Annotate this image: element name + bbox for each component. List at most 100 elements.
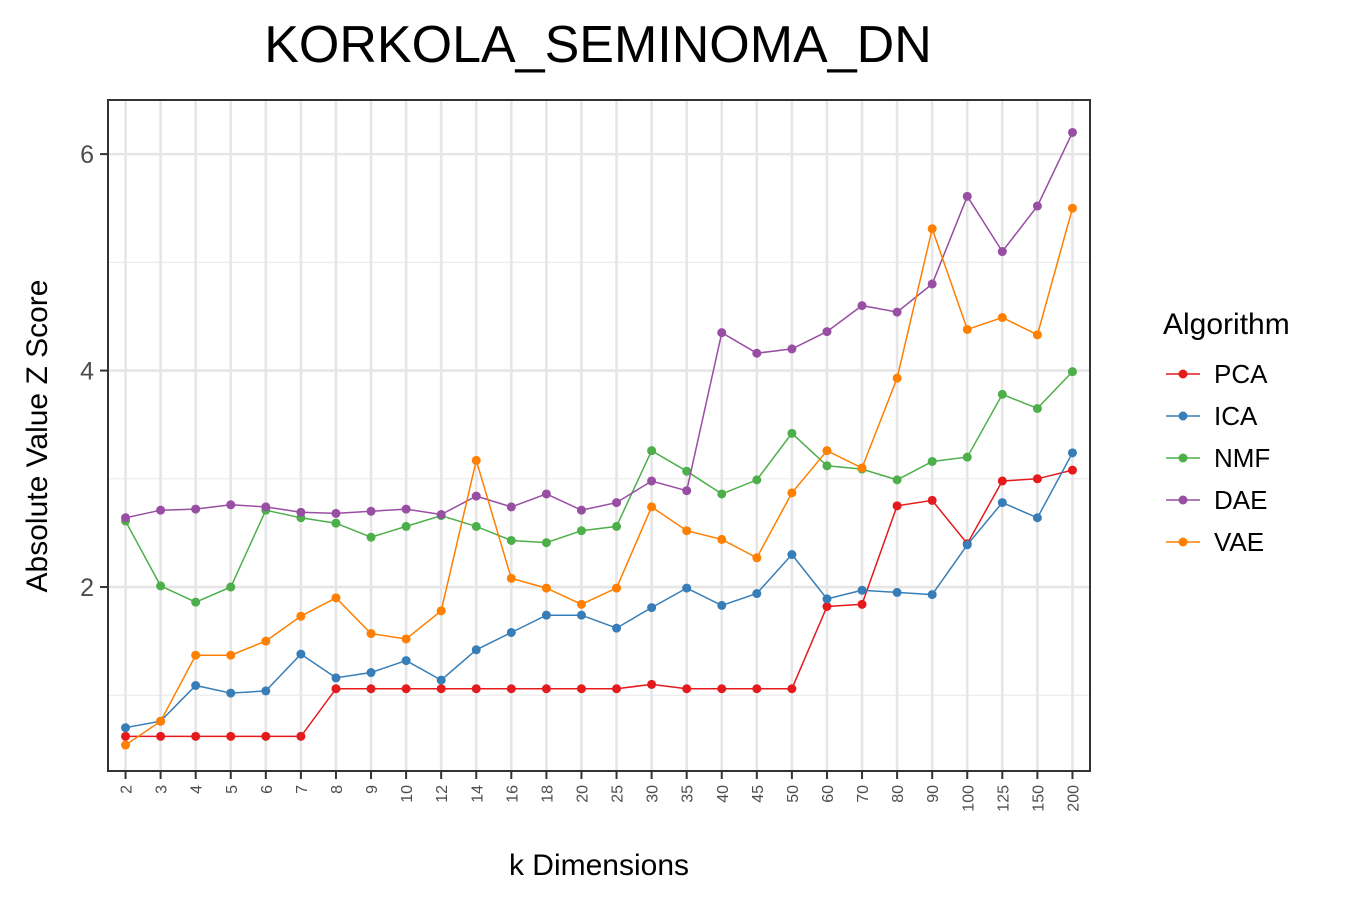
data-point-vae (962, 324, 972, 334)
data-point-ica (541, 610, 551, 620)
data-point-pca (822, 601, 832, 611)
data-point-vae (892, 373, 902, 383)
x-tick-label: 40 (715, 785, 732, 803)
data-point-ica (191, 681, 201, 691)
x-tick-label: 7 (294, 785, 311, 794)
data-point-dae (191, 504, 201, 514)
data-point-dae (471, 491, 481, 501)
x-tick-label: 200 (1065, 785, 1082, 812)
data-point-pca (612, 684, 622, 694)
data-point-vae (401, 634, 411, 644)
legend-key-point (1178, 537, 1188, 547)
data-point-dae (822, 327, 832, 337)
data-point-pca (647, 679, 657, 689)
data-point-pca (1067, 465, 1077, 475)
data-point-pca (717, 684, 727, 694)
data-point-pca (787, 684, 797, 694)
legend-label: PCA (1214, 359, 1268, 389)
data-point-vae (261, 636, 271, 646)
data-point-dae (892, 307, 902, 317)
x-tick-label: 3 (154, 785, 171, 794)
data-point-dae (752, 348, 762, 358)
grid-layer (108, 100, 1090, 771)
data-point-ica (682, 583, 692, 593)
data-point-dae (1032, 201, 1042, 211)
data-point-vae (121, 740, 131, 750)
data-point-nmf (506, 535, 516, 545)
legend-key-point (1178, 453, 1188, 463)
data-point-nmf (787, 428, 797, 438)
x-tick-label: 25 (610, 785, 627, 803)
y-tick-label: 6 (80, 141, 94, 169)
plot-border (107, 99, 1091, 772)
data-point-vae (1032, 330, 1042, 340)
data-point-nmf (156, 581, 166, 591)
data-point-ica (647, 603, 657, 613)
data-point-pca (436, 684, 446, 694)
x-tick-label: 80 (890, 785, 907, 803)
data-point-vae (752, 553, 762, 563)
data-point-dae (331, 508, 341, 518)
data-point-dae (156, 505, 166, 515)
data-point-nmf (927, 456, 937, 466)
data-point-pca (296, 731, 306, 741)
data-point-vae (366, 629, 376, 639)
data-point-dae (787, 344, 797, 354)
data-point-ica (226, 688, 236, 698)
series-line-nmf (124, 371, 1074, 604)
x-tick-label: 100 (960, 785, 977, 812)
legend-key-point (1178, 495, 1188, 505)
data-point-vae (471, 455, 481, 465)
data-point-vae (927, 224, 937, 234)
data-point-pca (226, 731, 236, 741)
data-point-ica (261, 686, 271, 696)
data-point-pca (541, 684, 551, 694)
legend-label: ICA (1214, 401, 1258, 431)
data-point-dae (612, 498, 622, 508)
y-tick-label: 4 (80, 358, 94, 386)
data-point-dae (682, 486, 692, 496)
x-tick-label: 12 (434, 785, 451, 803)
data-point-ica (1067, 448, 1077, 458)
series-pca (121, 465, 1077, 741)
data-point-ica (962, 540, 972, 550)
x-tick-label: 18 (539, 785, 556, 803)
data-point-ica (436, 675, 446, 685)
data-point-nmf (366, 532, 376, 542)
data-point-dae (857, 301, 867, 311)
legend-key-point (1178, 411, 1188, 421)
x-tick-label: 125 (995, 785, 1012, 812)
x-tick-label: 150 (1030, 785, 1047, 812)
data-point-vae (576, 599, 586, 609)
data-point-ica (927, 590, 937, 600)
series-dae (121, 127, 1077, 523)
data-point-vae (226, 650, 236, 660)
data-point-pca (331, 684, 341, 694)
data-point-nmf (1032, 403, 1042, 413)
data-point-pca (156, 731, 166, 741)
data-point-pca (892, 501, 902, 511)
data-point-dae (226, 500, 236, 510)
data-point-pca (401, 684, 411, 694)
chart-title: KORKOLA_SEMINOMA_DN (264, 16, 932, 74)
x-tick-label: 45 (750, 785, 767, 803)
data-point-vae (296, 611, 306, 621)
data-point-dae (121, 513, 131, 523)
series-line-ica (125, 452, 1074, 729)
x-tick-label: 20 (574, 785, 591, 803)
data-point-nmf (541, 538, 551, 548)
x-tick-label: 2 (119, 785, 136, 794)
data-point-nmf (612, 521, 622, 531)
x-tick-label: 8 (329, 785, 346, 794)
data-point-nmf (401, 521, 411, 531)
legend-item-pca: PCA (1166, 359, 1268, 389)
series-ica (121, 448, 1077, 733)
data-point-pca (261, 731, 271, 741)
data-point-pca (927, 495, 937, 505)
series-line-dae (125, 132, 1074, 519)
data-point-ica (717, 600, 727, 610)
data-point-nmf (647, 446, 657, 456)
data-point-nmf (822, 461, 832, 471)
